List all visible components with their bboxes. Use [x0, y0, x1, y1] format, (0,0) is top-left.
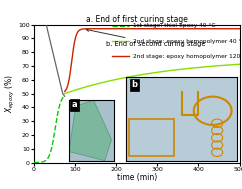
Bar — [129, 119, 174, 156]
Y-axis label: $X_{epoxy}$ (%): $X_{epoxy}$ (%) — [4, 74, 17, 113]
Text: b. End of second curing stage: b. End of second curing stage — [86, 29, 205, 47]
X-axis label: time (min): time (min) — [117, 173, 157, 182]
Text: 2nd stage: epoxy homopolymer 40 °C: 2nd stage: epoxy homopolymer 40 °C — [133, 39, 242, 44]
Polygon shape — [69, 100, 112, 161]
Text: 2nd stage: epoxy homopolymer 120 °C: 2nd stage: epoxy homopolymer 120 °C — [133, 54, 242, 59]
Text: b: b — [131, 81, 137, 89]
Text: a: a — [72, 100, 77, 109]
Title: a. End of first curing stage: a. End of first curing stage — [86, 15, 188, 24]
Text: 1st stage: thiol-epoxy 40 °C: 1st stage: thiol-epoxy 40 °C — [133, 23, 215, 29]
